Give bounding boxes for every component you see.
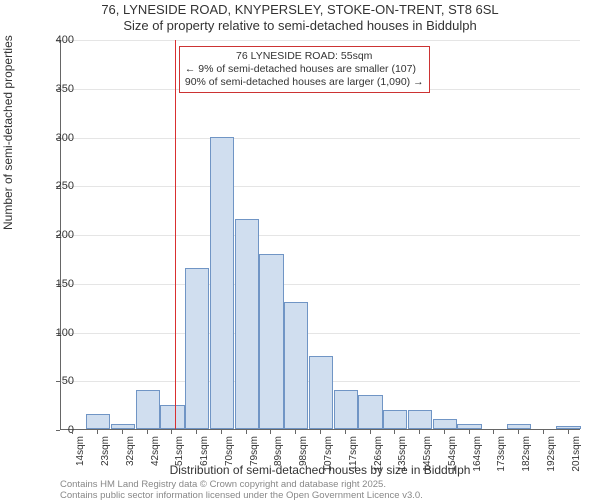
histogram-bar [284, 302, 308, 429]
x-tick-mark [246, 430, 247, 434]
histogram-bar [433, 419, 457, 429]
x-tick-label: 23sqm [100, 436, 111, 476]
x-tick-label: 32sqm [125, 436, 136, 476]
footer-note: Contains HM Land Registry data © Crown c… [60, 479, 423, 502]
x-tick-mark [320, 430, 321, 434]
x-tick-label: 98sqm [298, 436, 309, 476]
y-tick-label: 150 [34, 278, 74, 290]
gridline [61, 333, 580, 334]
x-tick-mark [568, 430, 569, 434]
x-tick-mark [196, 430, 197, 434]
histogram-bar [457, 424, 481, 429]
annotation-line3: 90% of semi-detached houses are larger (… [185, 76, 424, 89]
x-tick-mark [295, 430, 296, 434]
gridline [61, 235, 580, 236]
x-tick-label: 201sqm [571, 436, 582, 476]
y-tick-label: 300 [34, 132, 74, 144]
x-tick-label: 126sqm [373, 436, 384, 476]
x-tick-mark [469, 430, 470, 434]
x-tick-mark [518, 430, 519, 434]
x-tick-mark [543, 430, 544, 434]
x-tick-mark [72, 430, 73, 434]
x-tick-label: 61sqm [199, 436, 210, 476]
x-tick-mark [394, 430, 395, 434]
histogram-bar [556, 426, 580, 429]
histogram-bar [185, 268, 209, 429]
gridline [61, 40, 580, 41]
x-tick-label: 154sqm [447, 436, 458, 476]
y-tick-label: 400 [34, 34, 74, 46]
x-tick-mark [493, 430, 494, 434]
y-tick-label: 250 [34, 180, 74, 192]
chart-title: 76, LYNESIDE ROAD, KNYPERSLEY, STOKE-ON-… [0, 2, 600, 35]
x-tick-label: 70sqm [224, 436, 235, 476]
histogram-bar [210, 137, 234, 430]
x-tick-mark [345, 430, 346, 434]
x-tick-label: 117sqm [348, 436, 359, 476]
y-tick-label: 50 [34, 375, 74, 387]
annotation-line2: ← 9% of semi-detached houses are smaller… [185, 63, 424, 76]
title-line1: 76, LYNESIDE ROAD, KNYPERSLEY, STOKE-ON-… [0, 2, 600, 18]
x-tick-label: 107sqm [323, 436, 334, 476]
x-tick-mark [370, 430, 371, 434]
gridline [61, 186, 580, 187]
x-tick-mark [419, 430, 420, 434]
annotation-line1: 76 LYNESIDE ROAD: 55sqm [185, 50, 424, 63]
x-tick-label: 145sqm [422, 436, 433, 476]
x-tick-label: 79sqm [249, 436, 260, 476]
plot-area: 76 LYNESIDE ROAD: 55sqm← 9% of semi-deta… [60, 40, 580, 430]
histogram-bar [160, 405, 184, 429]
y-tick-label: 0 [34, 424, 74, 436]
x-tick-label: 173sqm [496, 436, 507, 476]
x-tick-mark [147, 430, 148, 434]
y-tick-label: 350 [34, 83, 74, 95]
histogram-bar [259, 254, 283, 430]
x-tick-mark [221, 430, 222, 434]
x-tick-mark [171, 430, 172, 434]
histogram-bar [334, 390, 358, 429]
x-tick-label: 182sqm [521, 436, 532, 476]
histogram-bar [383, 410, 407, 430]
histogram-bar [507, 424, 531, 429]
gridline [61, 138, 580, 139]
x-tick-label: 51sqm [174, 436, 185, 476]
x-tick-label: 135sqm [397, 436, 408, 476]
histogram-bar [309, 356, 333, 429]
histogram-bar [358, 395, 382, 429]
x-tick-label: 14sqm [75, 436, 86, 476]
histogram-bar [111, 424, 135, 429]
x-tick-mark [444, 430, 445, 434]
x-tick-label: 89sqm [273, 436, 284, 476]
y-tick-label: 100 [34, 327, 74, 339]
histogram-bar [408, 410, 432, 430]
histogram-bar [136, 390, 160, 429]
x-tick-label: 42sqm [150, 436, 161, 476]
histogram-bar [86, 414, 110, 429]
histogram-chart: 76, LYNESIDE ROAD, KNYPERSLEY, STOKE-ON-… [0, 0, 600, 500]
histogram-bar [235, 219, 259, 429]
marker-line [175, 40, 176, 429]
x-tick-label: 164sqm [472, 436, 483, 476]
annotation-box: 76 LYNESIDE ROAD: 55sqm← 9% of semi-deta… [179, 46, 430, 93]
title-line2: Size of property relative to semi-detach… [0, 18, 600, 34]
gridline [61, 284, 580, 285]
x-tick-mark [97, 430, 98, 434]
x-tick-mark [122, 430, 123, 434]
x-tick-mark [270, 430, 271, 434]
footer-line1: Contains HM Land Registry data © Crown c… [60, 479, 423, 490]
y-tick-label: 200 [34, 229, 74, 241]
y-axis-label: Number of semi-detached properties [1, 35, 15, 230]
footer-line2: Contains public sector information licen… [60, 490, 423, 501]
x-tick-label: 192sqm [546, 436, 557, 476]
